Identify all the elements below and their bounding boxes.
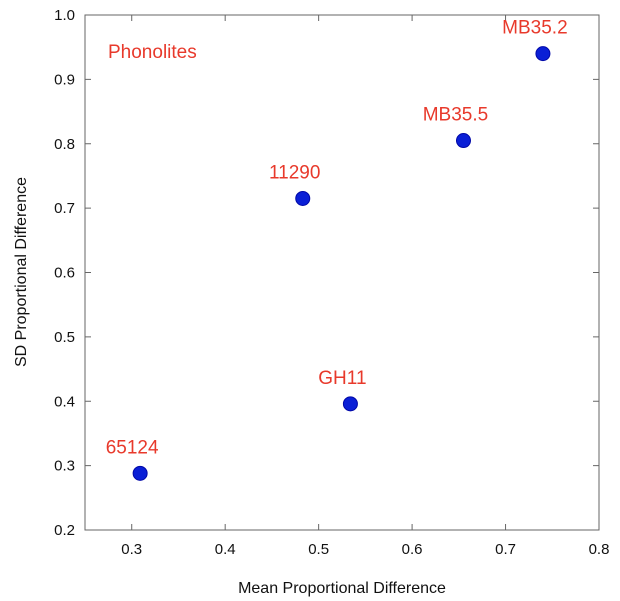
plot-frame <box>84 14 600 531</box>
x-tick-label: 0.5 <box>308 541 329 558</box>
x-tick-label: 0.4 <box>215 541 236 558</box>
x-tick-label: 0.7 <box>495 541 516 558</box>
data-points: MB35.2 MB35.5 11290 GH11 65124 <box>106 18 568 481</box>
data-point <box>295 190 311 206</box>
x-tick-label: 0.3 <box>121 541 142 558</box>
chart-annotation: Phonolites <box>108 42 197 63</box>
y-tick-label: 0.4 <box>54 393 75 410</box>
data-point <box>455 133 471 149</box>
axis-ticks: 0.3 0.4 0.5 0.6 0.7 0.8 0.2 0.3 0.4 0.5 0.6 0.7 0.8 0… <box>54 7 609 558</box>
data-point-label: GH11 <box>318 368 366 389</box>
data-point-label: 65124 <box>106 437 159 458</box>
y-axis-title: SD Proportional Difference <box>13 177 30 367</box>
y-tick-label: 0.3 <box>54 458 75 475</box>
y-tick-label: 0.8 <box>54 136 75 153</box>
data-point-label: MB35.2 <box>502 18 567 39</box>
data-point-label: MB35.5 <box>423 105 488 126</box>
y-tick-label: 0.2 <box>54 522 75 539</box>
y-tick-label: 0.5 <box>54 329 75 346</box>
y-tick-label: 1.0 <box>54 7 75 24</box>
y-tick-label: 0.6 <box>54 265 75 282</box>
data-point <box>342 396 358 412</box>
y-tick-label: 0.7 <box>54 200 75 217</box>
data-point-label: 11290 <box>269 162 320 183</box>
x-tick-label: 0.6 <box>402 541 423 558</box>
y-tick-label: 0.9 <box>54 71 75 88</box>
data-point <box>535 46 551 62</box>
x-axis-title: Mean Proportional Difference <box>238 580 446 597</box>
data-point <box>132 465 148 481</box>
x-tick-label: 0.8 <box>589 541 610 558</box>
